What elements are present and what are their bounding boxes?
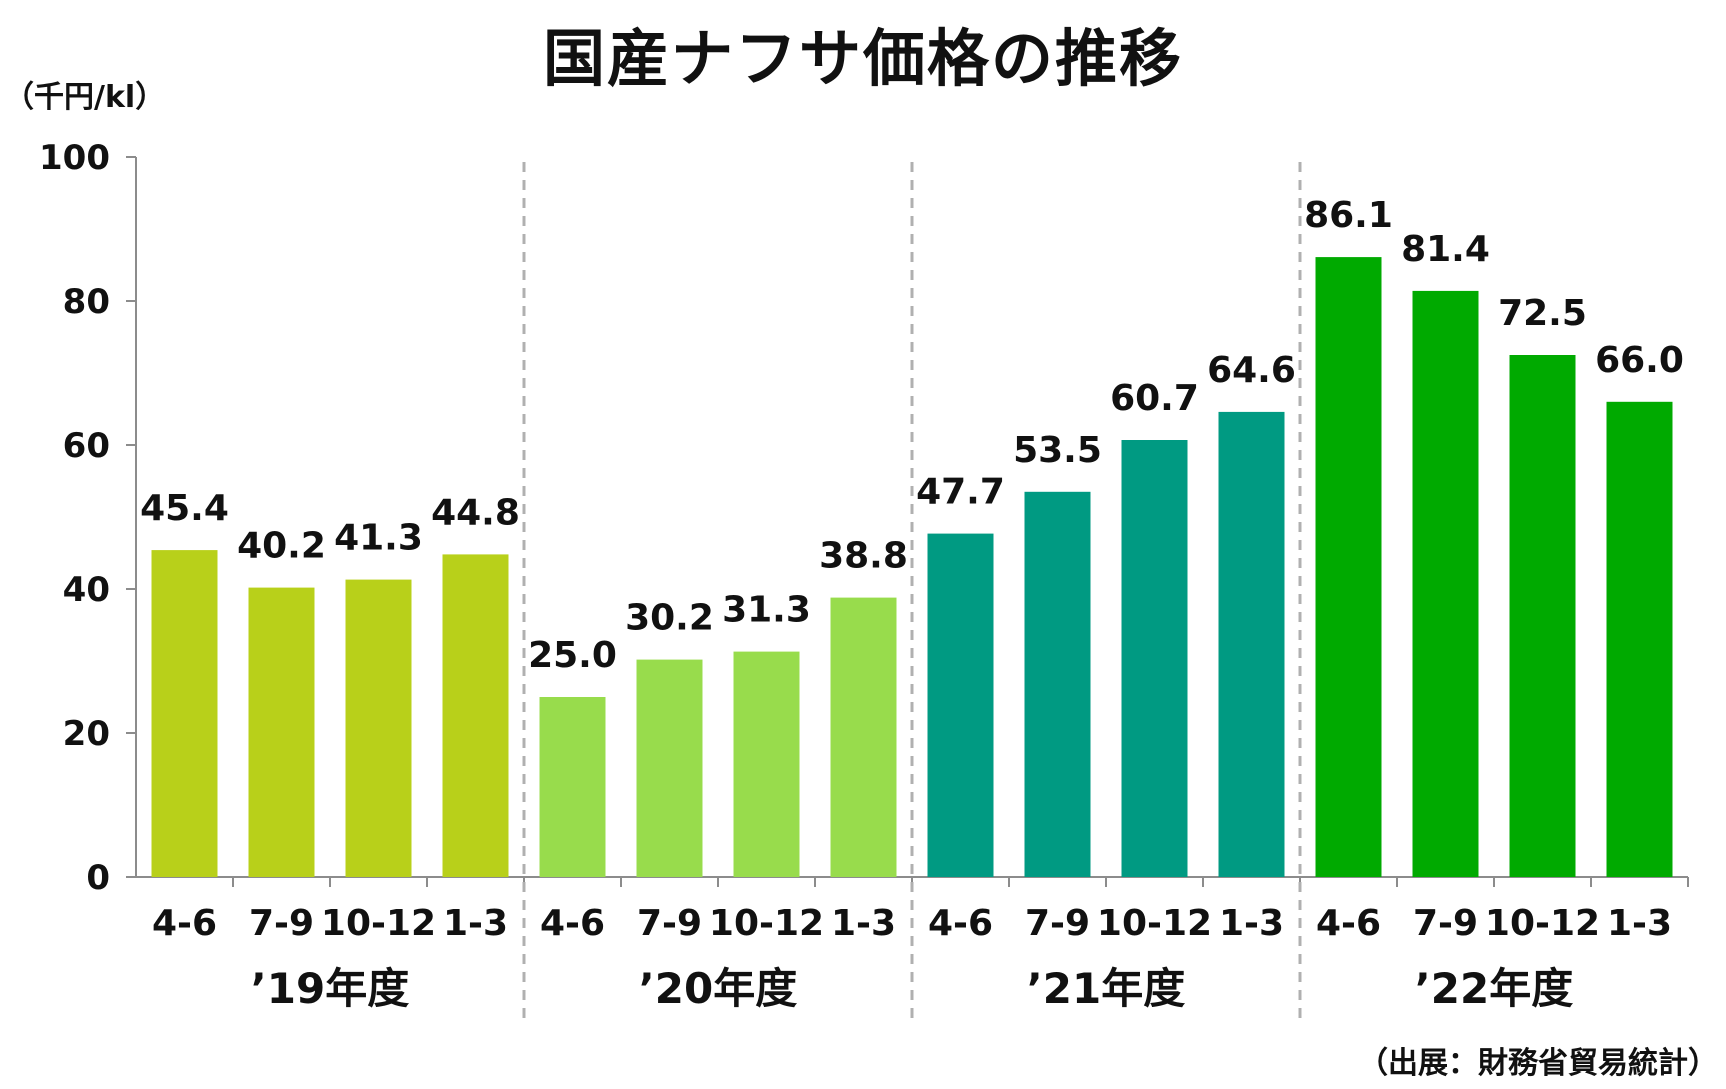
bar-3-3 bbox=[1121, 440, 1188, 877]
bars bbox=[151, 257, 1673, 878]
data-label: 60.7 bbox=[1110, 378, 1199, 419]
bar-4-2 bbox=[1412, 290, 1479, 877]
data-label: 40.2 bbox=[237, 526, 326, 567]
data-label: 41.3 bbox=[334, 518, 423, 559]
data-label: 38.8 bbox=[819, 536, 908, 577]
data-label: 53.5 bbox=[1013, 430, 1102, 471]
data-label: 72.5 bbox=[1498, 293, 1587, 334]
data-label: 31.3 bbox=[722, 590, 811, 631]
x-category-label: 7-9 bbox=[637, 903, 702, 944]
x-category-label: 4-6 bbox=[928, 903, 993, 944]
chart-title: 国産ナフサ価格の推移 bbox=[542, 22, 1183, 95]
bar-1-4 bbox=[442, 554, 509, 877]
labels: 0 20 40 60 80 100 45.4 4-6 40.2 7-9 41.3 10-12 44.8 1… bbox=[39, 138, 1684, 1013]
bar-1-3 bbox=[345, 579, 412, 877]
x-category-label: 1-3 bbox=[443, 903, 508, 944]
data-label: 30.2 bbox=[625, 598, 714, 639]
bar-3-1 bbox=[927, 533, 994, 877]
bar-1-2 bbox=[248, 587, 315, 877]
x-category-label: 7-9 bbox=[1413, 903, 1478, 944]
x-category-label: 1-3 bbox=[831, 903, 896, 944]
x-category-label: 7-9 bbox=[249, 903, 314, 944]
year-group-label: ’21年度 bbox=[1027, 964, 1185, 1013]
y-axis-unit-label: （千円/kl） bbox=[4, 80, 166, 115]
y-tick-label: 20 bbox=[63, 714, 110, 754]
year-group-label: ’22年度 bbox=[1415, 964, 1573, 1013]
bar-2-4 bbox=[830, 597, 897, 877]
y-tick-label: 60 bbox=[63, 426, 110, 466]
bar-4-3 bbox=[1509, 355, 1576, 877]
y-tick-label: 80 bbox=[63, 282, 110, 322]
bar-2-1 bbox=[539, 697, 606, 877]
bar-3-2 bbox=[1024, 491, 1091, 877]
y-tick-label: 0 bbox=[86, 858, 110, 898]
x-category-label: 1-3 bbox=[1219, 903, 1284, 944]
x-category-label: 4-6 bbox=[152, 903, 217, 944]
data-label: 86.1 bbox=[1304, 195, 1393, 236]
year-group-label: ’19年度 bbox=[251, 964, 409, 1013]
data-label: 64.6 bbox=[1207, 350, 1296, 391]
source-note: （出展：財務省貿易統計） bbox=[1358, 1046, 1718, 1081]
x-category-label: 7-9 bbox=[1025, 903, 1090, 944]
y-tick-label: 40 bbox=[63, 570, 110, 610]
bar-4-1 bbox=[1315, 257, 1382, 878]
x-category-label: 4-6 bbox=[540, 903, 605, 944]
data-label: 45.4 bbox=[140, 488, 229, 529]
data-label: 25.0 bbox=[528, 635, 617, 676]
data-label: 81.4 bbox=[1401, 229, 1490, 270]
x-category-label: 10-12 bbox=[321, 903, 436, 944]
data-label: 66.0 bbox=[1595, 340, 1684, 381]
y-tick-label: 100 bbox=[39, 138, 110, 178]
bar-4-4 bbox=[1606, 401, 1673, 877]
bar-2-3 bbox=[733, 651, 800, 877]
data-label: 44.8 bbox=[431, 492, 520, 533]
x-category-label: 10-12 bbox=[1097, 903, 1212, 944]
bar-3-4 bbox=[1218, 411, 1285, 877]
x-category-label: 4-6 bbox=[1316, 903, 1381, 944]
x-category-label: 10-12 bbox=[709, 903, 824, 944]
x-category-label: 1-3 bbox=[1607, 903, 1672, 944]
bar-1-1 bbox=[151, 550, 218, 877]
data-label: 47.7 bbox=[916, 472, 1005, 513]
bar-2-2 bbox=[636, 659, 703, 877]
year-group-label: ’20年度 bbox=[639, 964, 797, 1013]
x-category-label: 10-12 bbox=[1485, 903, 1600, 944]
